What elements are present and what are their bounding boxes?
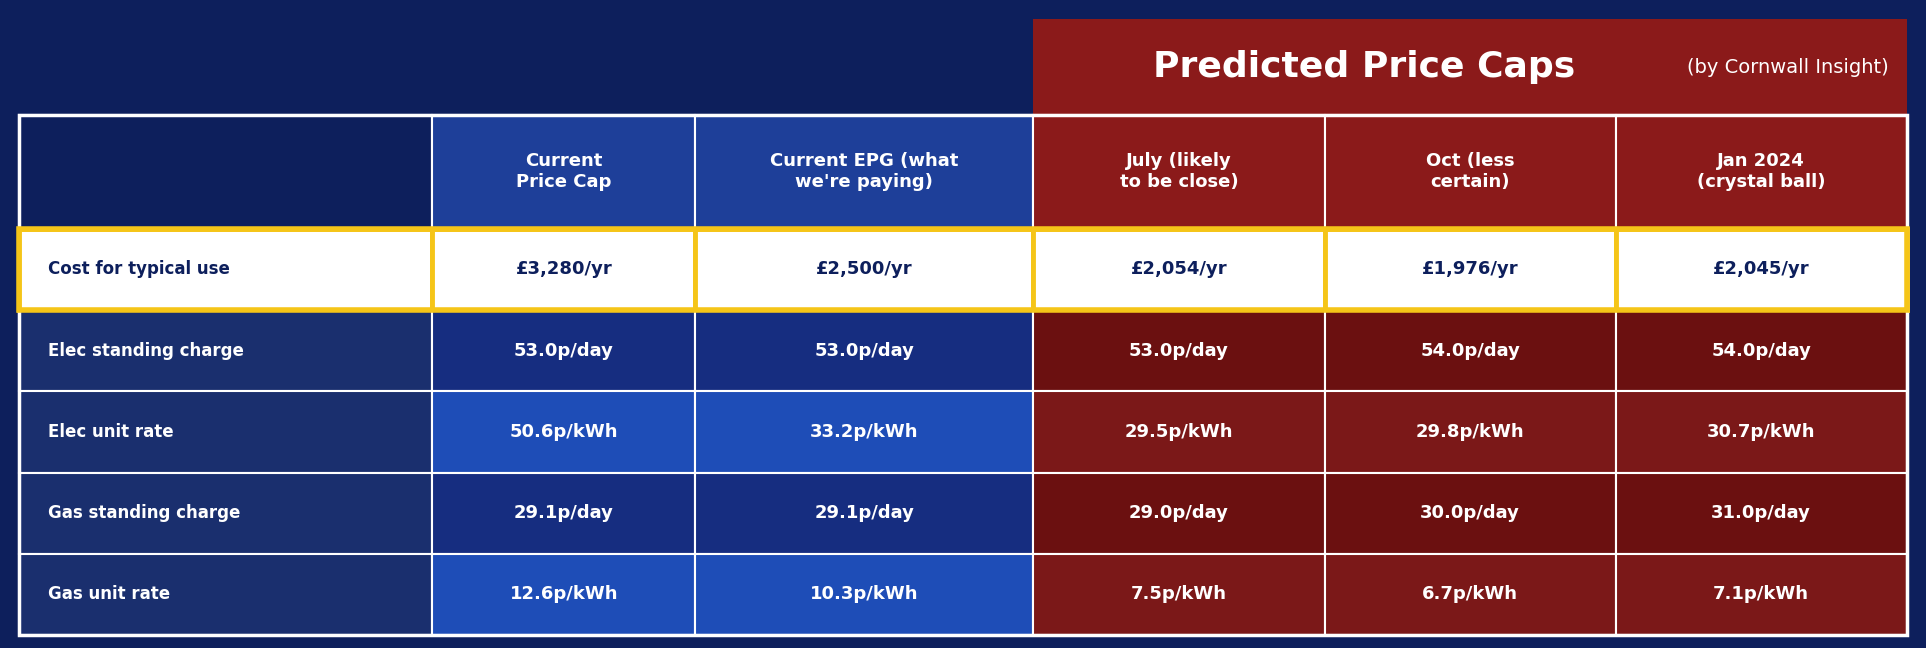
FancyBboxPatch shape: [1616, 554, 1907, 635]
Text: 6.7p/kWh: 6.7p/kWh: [1421, 585, 1518, 603]
FancyBboxPatch shape: [433, 472, 695, 554]
FancyBboxPatch shape: [695, 115, 1034, 229]
FancyBboxPatch shape: [1616, 472, 1907, 554]
Text: 29.1p/day: 29.1p/day: [815, 504, 915, 522]
FancyBboxPatch shape: [19, 391, 433, 472]
FancyBboxPatch shape: [1325, 391, 1616, 472]
FancyBboxPatch shape: [695, 229, 1034, 310]
FancyBboxPatch shape: [695, 391, 1034, 472]
FancyBboxPatch shape: [1034, 472, 1325, 554]
Text: 53.0p/day: 53.0p/day: [1129, 341, 1229, 360]
FancyBboxPatch shape: [19, 115, 433, 229]
Text: Current EPG (what
we're paying): Current EPG (what we're paying): [770, 152, 959, 191]
FancyBboxPatch shape: [1034, 554, 1325, 635]
FancyBboxPatch shape: [1616, 115, 1907, 229]
Text: 29.0p/day: 29.0p/day: [1129, 504, 1229, 522]
Text: 33.2p/kWh: 33.2p/kWh: [811, 423, 919, 441]
Text: July (likely
to be close): July (likely to be close): [1119, 152, 1238, 191]
Text: 10.3p/kWh: 10.3p/kWh: [811, 585, 919, 603]
Text: 30.7p/kWh: 30.7p/kWh: [1706, 423, 1816, 441]
Text: Gas standing charge: Gas standing charge: [48, 504, 241, 522]
Text: Gas unit rate: Gas unit rate: [48, 585, 169, 603]
Text: 7.5p/kWh: 7.5p/kWh: [1131, 585, 1227, 603]
FancyBboxPatch shape: [1325, 554, 1616, 635]
Text: 50.6p/kWh: 50.6p/kWh: [510, 423, 618, 441]
Text: 29.5p/kWh: 29.5p/kWh: [1125, 423, 1233, 441]
Text: Elec standing charge: Elec standing charge: [48, 341, 245, 360]
Text: Cost for typical use: Cost for typical use: [48, 260, 229, 279]
Text: 29.1p/day: 29.1p/day: [514, 504, 614, 522]
FancyBboxPatch shape: [1325, 229, 1616, 310]
FancyBboxPatch shape: [433, 19, 695, 115]
FancyBboxPatch shape: [1034, 115, 1325, 229]
Text: Oct (less
certain): Oct (less certain): [1425, 152, 1514, 191]
Text: Elec unit rate: Elec unit rate: [48, 423, 173, 441]
FancyBboxPatch shape: [695, 554, 1034, 635]
Text: 54.0p/day: 54.0p/day: [1419, 341, 1520, 360]
FancyBboxPatch shape: [19, 472, 433, 554]
FancyBboxPatch shape: [19, 554, 433, 635]
Text: 54.0p/day: 54.0p/day: [1710, 341, 1810, 360]
FancyBboxPatch shape: [433, 391, 695, 472]
Text: 29.8p/kWh: 29.8p/kWh: [1416, 423, 1523, 441]
Text: 31.0p/day: 31.0p/day: [1710, 504, 1810, 522]
FancyBboxPatch shape: [19, 229, 433, 310]
FancyBboxPatch shape: [433, 229, 695, 310]
FancyBboxPatch shape: [1616, 391, 1907, 472]
FancyBboxPatch shape: [1325, 310, 1616, 391]
FancyBboxPatch shape: [433, 115, 695, 229]
FancyBboxPatch shape: [1034, 391, 1325, 472]
Text: £1,976/yr: £1,976/yr: [1421, 260, 1518, 279]
FancyBboxPatch shape: [695, 472, 1034, 554]
FancyBboxPatch shape: [433, 310, 695, 391]
FancyBboxPatch shape: [695, 310, 1034, 391]
FancyBboxPatch shape: [433, 554, 695, 635]
Text: 30.0p/day: 30.0p/day: [1419, 504, 1520, 522]
Text: £3,280/yr: £3,280/yr: [516, 260, 612, 279]
Text: 53.0p/day: 53.0p/day: [514, 341, 614, 360]
Text: £2,500/yr: £2,500/yr: [817, 260, 913, 279]
Text: £2,054/yr: £2,054/yr: [1131, 260, 1227, 279]
FancyBboxPatch shape: [1034, 19, 1907, 115]
Text: 12.6p/kWh: 12.6p/kWh: [510, 585, 618, 603]
FancyBboxPatch shape: [19, 310, 433, 391]
Text: Predicted Price Caps: Predicted Price Caps: [1154, 50, 1575, 84]
FancyBboxPatch shape: [1034, 310, 1325, 391]
Text: 53.0p/day: 53.0p/day: [815, 341, 915, 360]
Text: Jan 2024
(crystal ball): Jan 2024 (crystal ball): [1697, 152, 1826, 191]
FancyBboxPatch shape: [1616, 229, 1907, 310]
Text: £2,045/yr: £2,045/yr: [1712, 260, 1810, 279]
FancyBboxPatch shape: [695, 19, 1034, 115]
Text: (by Cornwall Insight): (by Cornwall Insight): [1687, 58, 1889, 76]
FancyBboxPatch shape: [1034, 229, 1325, 310]
Text: Current
Price Cap: Current Price Cap: [516, 152, 612, 191]
FancyBboxPatch shape: [19, 19, 433, 115]
Text: 7.1p/kWh: 7.1p/kWh: [1714, 585, 1809, 603]
FancyBboxPatch shape: [1325, 115, 1616, 229]
FancyBboxPatch shape: [1325, 472, 1616, 554]
FancyBboxPatch shape: [1616, 310, 1907, 391]
